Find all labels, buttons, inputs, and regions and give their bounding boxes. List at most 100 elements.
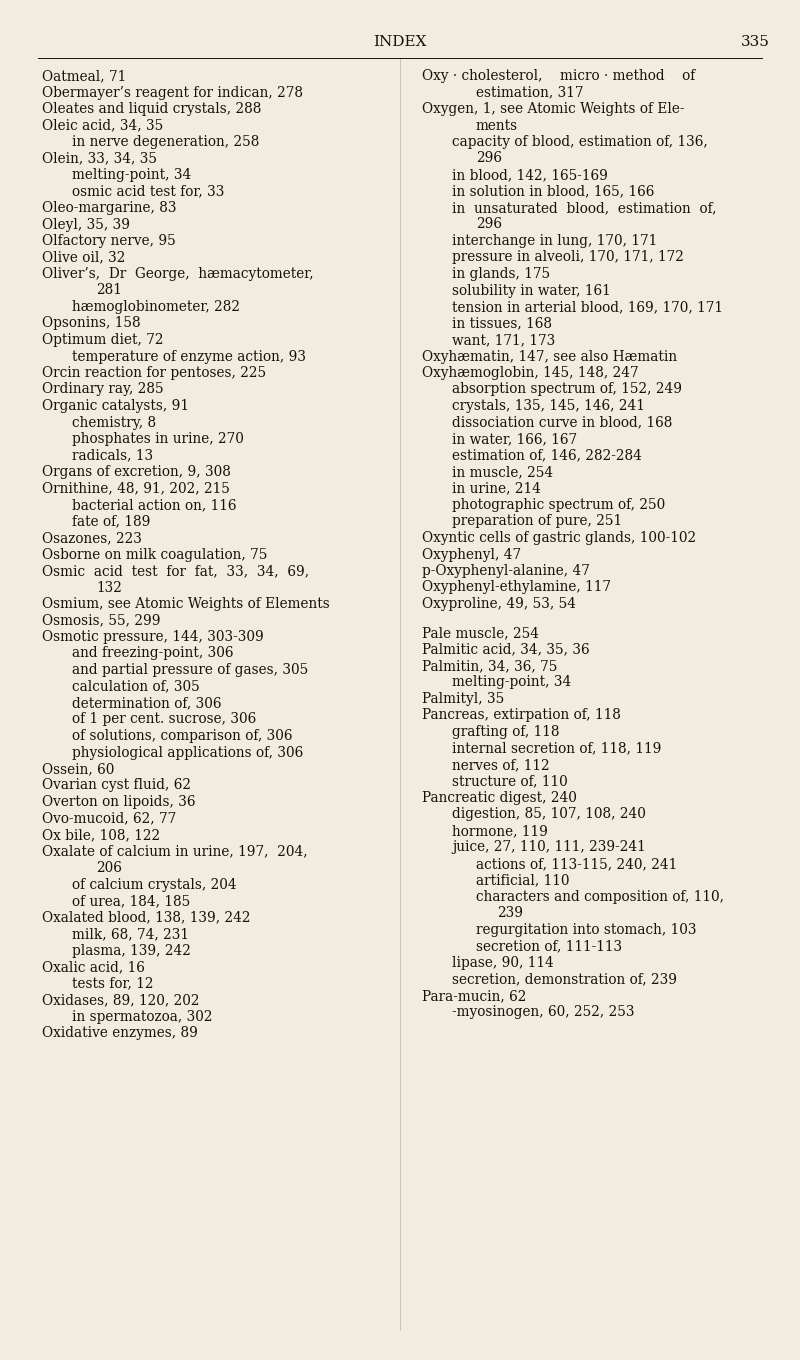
Text: bacterial action on, 116: bacterial action on, 116 (72, 498, 237, 511)
Text: Oleyl, 35, 39: Oleyl, 35, 39 (42, 218, 130, 231)
Text: and freezing-point, 306: and freezing-point, 306 (72, 646, 234, 661)
Text: Organic catalysts, 91: Organic catalysts, 91 (42, 398, 189, 413)
Text: estimation of, 146, 282-284: estimation of, 146, 282-284 (452, 449, 642, 462)
Text: Osazones, 223: Osazones, 223 (42, 530, 142, 545)
Text: Oxidases, 89, 120, 202: Oxidases, 89, 120, 202 (42, 993, 199, 1006)
Text: osmic acid test for, 33: osmic acid test for, 33 (72, 185, 224, 199)
Text: Opsonins, 158: Opsonins, 158 (42, 317, 141, 330)
Text: Osmium, see Atomic Weights of Elements: Osmium, see Atomic Weights of Elements (42, 597, 330, 611)
Text: Oxyproline, 49, 53, 54: Oxyproline, 49, 53, 54 (422, 597, 576, 611)
Text: Ovo-mucoid, 62, 77: Ovo-mucoid, 62, 77 (42, 812, 176, 826)
Text: in glands, 175: in glands, 175 (452, 267, 550, 282)
Text: Oxyhæmatin, 147, see also Hæmatin: Oxyhæmatin, 147, see also Hæmatin (422, 350, 677, 363)
Text: digestion, 85, 107, 108, 240: digestion, 85, 107, 108, 240 (452, 808, 646, 821)
Text: calculation of, 305: calculation of, 305 (72, 680, 200, 694)
Text: interchange in lung, 170, 171: interchange in lung, 170, 171 (452, 234, 658, 248)
Text: dissociation curve in blood, 168: dissociation curve in blood, 168 (452, 416, 672, 430)
Text: Osmic  acid  test  for  fat,  33,  34,  69,: Osmic acid test for fat, 33, 34, 69, (42, 564, 309, 578)
Text: secretion of, 111-113: secretion of, 111-113 (476, 940, 622, 953)
Text: in  unsaturated  blood,  estimation  of,: in unsaturated blood, estimation of, (452, 201, 717, 215)
Text: 239: 239 (497, 906, 523, 921)
Text: of calcium crystals, 204: of calcium crystals, 204 (72, 877, 237, 892)
Text: Ovarian cyst fluid, 62: Ovarian cyst fluid, 62 (42, 778, 191, 793)
Text: nerves of, 112: nerves of, 112 (452, 758, 550, 772)
Text: Para-mucin, 62: Para-mucin, 62 (422, 989, 526, 1002)
Text: Oxygen, 1, see Atomic Weights of Ele-: Oxygen, 1, see Atomic Weights of Ele- (422, 102, 685, 116)
Text: Obermayer’s reagent for indican, 278: Obermayer’s reagent for indican, 278 (42, 86, 303, 99)
Text: melting-point, 34: melting-point, 34 (452, 676, 571, 690)
Text: Pancreatic digest, 240: Pancreatic digest, 240 (422, 792, 577, 805)
Text: Oxidative enzymes, 89: Oxidative enzymes, 89 (42, 1025, 198, 1040)
Text: -myosinogen, 60, 252, 253: -myosinogen, 60, 252, 253 (452, 1005, 634, 1020)
Text: Olive oil, 32: Olive oil, 32 (42, 250, 126, 264)
Text: p-Oxyphenyl-alanine, 47: p-Oxyphenyl-alanine, 47 (422, 564, 590, 578)
Text: Optimum diet, 72: Optimum diet, 72 (42, 333, 163, 347)
Text: Oxyhæmoglobin, 145, 148, 247: Oxyhæmoglobin, 145, 148, 247 (422, 366, 638, 379)
Text: and partial pressure of gases, 305: and partial pressure of gases, 305 (72, 664, 308, 677)
Text: temperature of enzyme action, 93: temperature of enzyme action, 93 (72, 350, 306, 363)
Text: INDEX: INDEX (374, 35, 426, 49)
Text: estimation, 317: estimation, 317 (476, 86, 583, 99)
Text: ments: ments (476, 118, 518, 132)
Text: in water, 166, 167: in water, 166, 167 (452, 432, 577, 446)
Text: tension in arterial blood, 169, 170, 171: tension in arterial blood, 169, 170, 171 (452, 301, 723, 314)
Text: of solutions, comparison of, 306: of solutions, comparison of, 306 (72, 729, 293, 743)
Text: artificial, 110: artificial, 110 (476, 873, 570, 887)
Text: solubility in water, 161: solubility in water, 161 (452, 283, 610, 298)
Text: Oleic acid, 34, 35: Oleic acid, 34, 35 (42, 118, 163, 132)
Text: capacity of blood, estimation of, 136,: capacity of blood, estimation of, 136, (452, 135, 708, 150)
Text: plasma, 139, 242: plasma, 139, 242 (72, 944, 191, 957)
Text: melting-point, 34: melting-point, 34 (72, 169, 191, 182)
Text: actions of, 113-115, 240, 241: actions of, 113-115, 240, 241 (476, 857, 678, 870)
Text: in solution in blood, 165, 166: in solution in blood, 165, 166 (452, 185, 654, 199)
Text: phosphates in urine, 270: phosphates in urine, 270 (72, 432, 244, 446)
Text: absorption spectrum of, 152, 249: absorption spectrum of, 152, 249 (452, 382, 682, 397)
Text: in nerve degeneration, 258: in nerve degeneration, 258 (72, 135, 259, 150)
Text: Oxyntic cells of gastric glands, 100-102: Oxyntic cells of gastric glands, 100-102 (422, 530, 696, 545)
Text: Pale muscle, 254: Pale muscle, 254 (422, 626, 539, 639)
Text: in spermatozoa, 302: in spermatozoa, 302 (72, 1009, 213, 1024)
Text: Osmosis, 55, 299: Osmosis, 55, 299 (42, 613, 161, 627)
Text: Ornithine, 48, 91, 202, 215: Ornithine, 48, 91, 202, 215 (42, 481, 230, 495)
Text: Pancreas, extirpation of, 118: Pancreas, extirpation of, 118 (422, 709, 621, 722)
Text: Palmityl, 35: Palmityl, 35 (422, 692, 504, 706)
Text: milk, 68, 74, 231: milk, 68, 74, 231 (72, 928, 189, 941)
Text: Overton on lipoids, 36: Overton on lipoids, 36 (42, 796, 195, 809)
Text: pressure in alveoli, 170, 171, 172: pressure in alveoli, 170, 171, 172 (452, 250, 684, 264)
Text: determination of, 306: determination of, 306 (72, 696, 222, 710)
Text: chemistry, 8: chemistry, 8 (72, 416, 156, 430)
Text: of 1 per cent. sucrose, 306: of 1 per cent. sucrose, 306 (72, 713, 256, 726)
Text: Oatmeal, 71: Oatmeal, 71 (42, 69, 126, 83)
Text: Oxy · cholesterol,    micro · method    of: Oxy · cholesterol, micro · method of (422, 69, 695, 83)
Text: grafting of, 118: grafting of, 118 (452, 725, 559, 738)
Text: want, 171, 173: want, 171, 173 (452, 333, 555, 347)
Text: 206: 206 (96, 861, 122, 874)
Text: secretion, demonstration of, 239: secretion, demonstration of, 239 (452, 972, 677, 986)
Text: Ox bile, 108, 122: Ox bile, 108, 122 (42, 828, 160, 842)
Text: Osborne on milk coagulation, 75: Osborne on milk coagulation, 75 (42, 548, 267, 562)
Text: photographic spectrum of, 250: photographic spectrum of, 250 (452, 498, 666, 511)
Text: crystals, 135, 145, 146, 241: crystals, 135, 145, 146, 241 (452, 398, 645, 413)
Text: hæmoglobinometer, 282: hæmoglobinometer, 282 (72, 301, 240, 314)
Text: Oxyphenyl-ethylamine, 117: Oxyphenyl-ethylamine, 117 (422, 581, 611, 594)
Text: Oxalate of calcium in urine, 197,  204,: Oxalate of calcium in urine, 197, 204, (42, 845, 308, 858)
Text: in urine, 214: in urine, 214 (452, 481, 541, 495)
Text: hormone, 119: hormone, 119 (452, 824, 548, 838)
Text: 296: 296 (476, 218, 502, 231)
Text: 335: 335 (741, 35, 770, 49)
Text: Osmotic pressure, 144, 303-309: Osmotic pressure, 144, 303-309 (42, 630, 264, 645)
Text: fate of, 189: fate of, 189 (72, 514, 150, 529)
Text: juice, 27, 110, 111, 239-241: juice, 27, 110, 111, 239-241 (452, 840, 646, 854)
Text: in muscle, 254: in muscle, 254 (452, 465, 553, 479)
Text: of urea, 184, 185: of urea, 184, 185 (72, 894, 190, 908)
Text: Organs of excretion, 9, 308: Organs of excretion, 9, 308 (42, 465, 231, 479)
Text: in blood, 142, 165-169: in blood, 142, 165-169 (452, 169, 608, 182)
Text: characters and composition of, 110,: characters and composition of, 110, (476, 889, 724, 904)
Text: physiological applications of, 306: physiological applications of, 306 (72, 745, 303, 759)
Text: Oxyphenyl, 47: Oxyphenyl, 47 (422, 548, 521, 562)
Text: Oliver’s,  Dr  George,  hæmacytometer,: Oliver’s, Dr George, hæmacytometer, (42, 267, 314, 282)
Text: Palmitin, 34, 36, 75: Palmitin, 34, 36, 75 (422, 658, 558, 673)
Text: lipase, 90, 114: lipase, 90, 114 (452, 956, 554, 970)
Text: 296: 296 (476, 151, 502, 166)
Text: in tissues, 168: in tissues, 168 (452, 317, 552, 330)
